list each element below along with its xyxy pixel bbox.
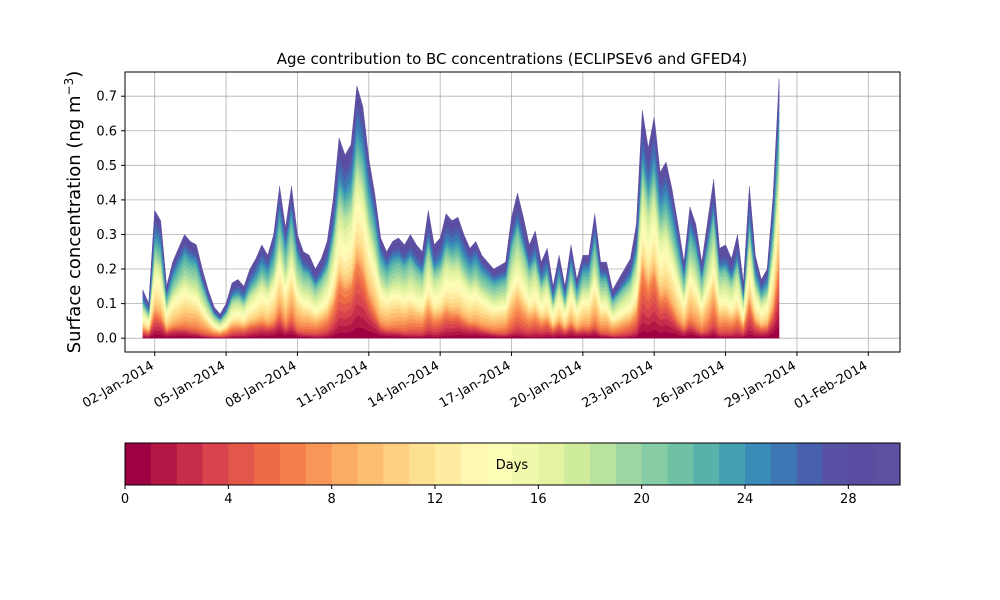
colorbar-bin	[719, 443, 746, 485]
y-tick-label: 0.0	[96, 332, 117, 347]
colorbar-bin	[667, 443, 694, 485]
colorbar: 0 4 8 12 16 20 24 28	[121, 442, 901, 507]
y-tick-label: 0.6	[96, 124, 117, 139]
colorbar-bin	[331, 443, 359, 485]
y-axis: 0.0 0.1 0.2 0.3 0.4 0.5 0.6 0.7	[96, 90, 125, 347]
colorbar-bin	[357, 443, 384, 485]
colorbar-bin	[305, 443, 333, 485]
colorbar-tick-label: 0	[121, 492, 129, 507]
colorbar-bin	[822, 443, 849, 485]
x-tick-label: 14-Jan-2014	[366, 358, 443, 411]
colorbar-bin	[202, 443, 229, 485]
y-tick-label: 0.3	[96, 228, 117, 243]
age-layer-29	[142, 78, 780, 316]
colorbar-tick-label: 4	[224, 492, 232, 507]
colorbar-bin	[150, 443, 178, 485]
colorbar-tick-label: 24	[737, 492, 754, 507]
colorbar-bin	[874, 443, 901, 485]
colorbar-bin	[615, 443, 643, 485]
colorbar-bin	[254, 443, 281, 485]
colorbar-bin	[848, 443, 875, 485]
x-tick-label: 05-Jan-2014	[151, 358, 228, 411]
y-tick-label: 0.7	[96, 90, 117, 105]
x-tick-label: 11-Jan-2014	[294, 358, 371, 411]
y-tick-label: 0.4	[96, 193, 117, 208]
colorbar-bin	[745, 443, 772, 485]
x-tick-label: 17-Jan-2014	[437, 358, 514, 411]
y-tick-label: 0.1	[96, 297, 117, 312]
x-axis: 02-Jan-201405-Jan-201408-Jan-201411-Jan-…	[80, 352, 870, 412]
x-tick-label: 02-Jan-2014	[80, 358, 157, 411]
colorbar-tick-label: 12	[427, 492, 444, 507]
colorbar-bin	[770, 443, 798, 485]
colorbar-bin	[796, 443, 824, 485]
y-tick-label: 0.5	[96, 159, 117, 174]
colorbar-tick-label: 28	[840, 492, 857, 507]
colorbar-tick-label: 16	[530, 492, 547, 507]
colorbar-bin	[435, 443, 462, 485]
colorbar-bin	[564, 443, 591, 485]
x-tick-label: 08-Jan-2014	[223, 358, 300, 411]
x-tick-label: 20-Jan-2014	[508, 358, 585, 411]
colorbar-bin	[641, 443, 669, 485]
colorbar-bin	[409, 443, 436, 485]
x-tick-label: 26-Jan-2014	[651, 358, 728, 411]
colorbar-bin	[383, 443, 410, 485]
colorbar-bin	[125, 443, 152, 485]
colorbar-bin	[176, 443, 204, 485]
colorbar-bin	[512, 443, 539, 485]
x-tick-label: 29-Jan-2014	[722, 358, 799, 411]
chart-title: Age contribution to BC concentrations (E…	[277, 50, 748, 68]
stacked-area-layers	[142, 78, 780, 339]
colorbar-tick-label: 20	[633, 492, 650, 507]
x-tick-label: 23-Jan-2014	[580, 358, 657, 411]
colorbar-bin	[228, 443, 255, 485]
colorbar-bin	[460, 443, 488, 485]
colorbar-bin	[693, 443, 720, 485]
colorbar-label: Days	[496, 458, 529, 473]
y-tick-label: 0.2	[96, 263, 117, 278]
colorbar-tick-label: 8	[328, 492, 336, 507]
colorbar-frame	[124, 442, 901, 486]
colorbar-bin	[590, 443, 617, 485]
colorbar-bin	[538, 443, 565, 485]
plot-frame	[124, 71, 901, 353]
colorbar-bin	[486, 443, 514, 485]
y-axis-label: Surface concentration (ng m−3)	[62, 71, 85, 354]
x-tick-label: 01-Feb-2014	[792, 358, 871, 412]
colorbar-bin	[280, 443, 307, 485]
